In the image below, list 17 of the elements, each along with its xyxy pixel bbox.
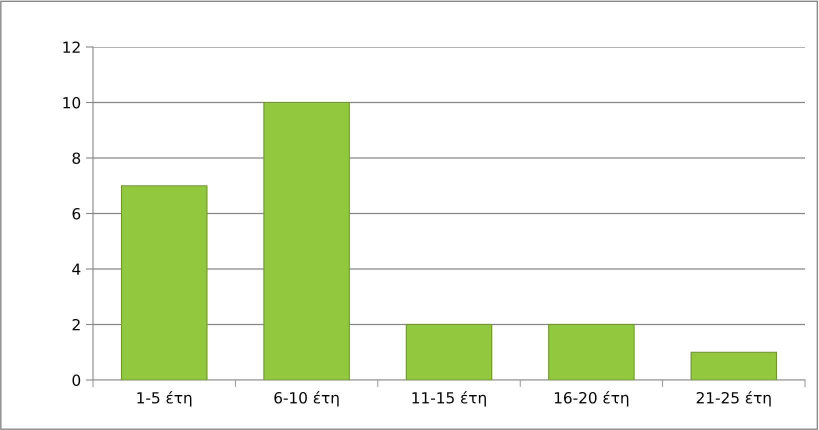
bar	[406, 324, 492, 380]
bar	[548, 324, 635, 380]
y-tick-label: 8	[72, 152, 80, 164]
x-tick-label: 11-15 έτη	[412, 391, 486, 407]
y-tick-label: 6	[72, 208, 80, 220]
bar	[690, 352, 778, 380]
y-tick-label: 4	[72, 264, 80, 275]
x-tick-label: 21-25 έτη	[696, 391, 771, 407]
y-tick-label: 2	[72, 318, 80, 330]
y-tick-label: 12	[63, 41, 80, 53]
y-tick-label: 10	[63, 96, 80, 109]
x-tick-label: 1-5 έτη	[137, 391, 192, 407]
x-tick-label: 6-10 έτη	[274, 391, 339, 407]
x-tick-label: 16-20 έτη	[554, 391, 628, 407]
bar	[263, 102, 350, 380]
bar	[120, 185, 208, 380]
y-tick-label: 0	[72, 374, 80, 386]
